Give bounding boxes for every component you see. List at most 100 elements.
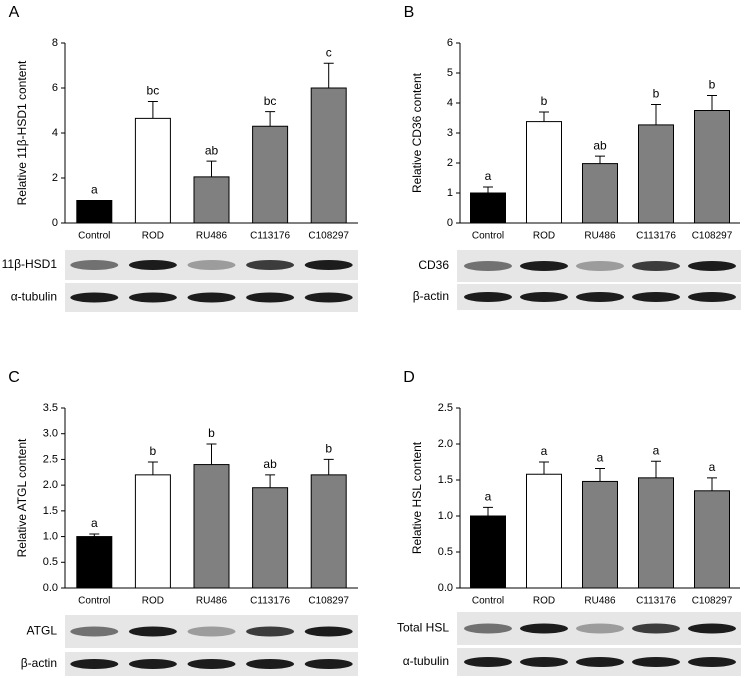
x-tick-label: C113176 [636, 596, 676, 607]
y-axis-label: Relative ATGL content [15, 438, 29, 557]
panel: A Relative 11β-HSD1 content 0 2 4 6 8 Control a R… [2, 4, 358, 312]
error-bar [539, 111, 549, 122]
significance-label: bc [147, 84, 160, 98]
bar [76, 200, 113, 224]
bar [694, 110, 730, 224]
error-bar [265, 111, 276, 127]
y-tick-label: 6 [52, 82, 58, 94]
bar [582, 480, 618, 589]
blot-band [187, 292, 236, 303]
x-tick-label: Control [472, 596, 504, 607]
blot-band [246, 292, 295, 303]
x-tick-label: ROD [533, 596, 555, 607]
error-bar [483, 506, 493, 516]
bar [310, 474, 347, 589]
error-bar [147, 461, 158, 475]
blot-band [520, 292, 568, 302]
blot-band [304, 626, 353, 637]
bar [638, 124, 674, 224]
significance-label: b [709, 78, 716, 92]
bar [694, 490, 730, 589]
error-bar [206, 160, 217, 177]
blot-band [128, 260, 177, 270]
panel-label: B [404, 4, 415, 21]
blot-band [464, 623, 512, 634]
panel-label: C [8, 369, 20, 386]
y-tick-label: 2.0 [43, 479, 58, 491]
bar [134, 474, 171, 589]
significance-label: a [597, 451, 604, 465]
significance-label: c [326, 45, 332, 59]
panel-label: D [403, 369, 415, 386]
significance-label: a [91, 516, 98, 530]
significance-label: b [541, 94, 548, 108]
x-tick-label: C108297 [692, 231, 733, 242]
blot-label: CD36 [418, 258, 449, 272]
blot-band [632, 657, 680, 667]
blot-label: β-actin [21, 656, 57, 670]
x-tick-label: C108297 [308, 596, 349, 607]
significance-label: a [91, 183, 98, 197]
blot-label: ATGL [27, 624, 58, 638]
y-tick-label: 0 [52, 217, 58, 229]
error-bar [323, 62, 334, 88]
blot-band [187, 626, 236, 637]
y-axis-label: Relative CD36 content [410, 72, 424, 193]
x-tick-label: C113176 [250, 231, 290, 242]
error-bar [651, 104, 661, 125]
y-tick-label: 4 [447, 97, 453, 109]
blot-band [520, 657, 568, 667]
y-tick-label: 1.5 [438, 474, 453, 486]
blot-band [304, 659, 353, 669]
blot-band [304, 292, 353, 303]
y-tick-label: 3 [447, 127, 453, 139]
y-tick-label: 2.5 [43, 453, 58, 465]
bar [76, 536, 113, 589]
blot-band [246, 659, 295, 669]
blot-band [70, 626, 119, 637]
error-bar [595, 155, 605, 164]
blot-band [688, 292, 736, 302]
blot-band [304, 260, 353, 270]
bar [252, 487, 289, 589]
blot-band [128, 626, 177, 637]
error-bar [539, 461, 549, 475]
x-tick-label: C113176 [250, 596, 290, 607]
blot-band [187, 260, 236, 270]
bar [582, 163, 618, 224]
blot-band [688, 261, 736, 271]
error-bar [206, 443, 217, 465]
significance-label: bc [264, 94, 277, 108]
bar [193, 176, 230, 224]
panel: C Relative ATGL content 0.0 0.5 1.0 1.5 2.0 2.5… [8, 369, 358, 676]
x-tick-label: Control [78, 231, 110, 242]
y-tick-label: 0.0 [43, 582, 58, 594]
bar [134, 117, 171, 224]
blot-band [520, 623, 568, 634]
y-tick-label: 1.0 [43, 530, 58, 542]
significance-label: a [485, 169, 492, 183]
error-bar [707, 95, 717, 111]
bar [252, 125, 289, 224]
blot-band [246, 626, 295, 637]
significance-label: b [208, 426, 215, 440]
blot-band [70, 292, 119, 303]
bar [310, 87, 347, 224]
y-tick-label: 0.0 [438, 582, 453, 594]
significance-label: ab [593, 138, 607, 152]
error-bar [147, 101, 158, 119]
y-tick-label: 8 [52, 37, 58, 49]
blot-band [632, 623, 680, 634]
y-tick-label: 1 [447, 187, 453, 199]
blot-band [576, 261, 624, 271]
y-tick-label: 1.0 [438, 510, 453, 522]
y-tick-label: 1.5 [43, 505, 58, 517]
blot-band [632, 292, 680, 302]
x-tick-label: C108297 [692, 596, 733, 607]
bar [470, 515, 506, 589]
x-tick-label: Control [472, 231, 504, 242]
blot-band [576, 292, 624, 302]
x-tick-label: ROD [142, 596, 164, 607]
y-tick-label: 0.5 [438, 546, 453, 558]
